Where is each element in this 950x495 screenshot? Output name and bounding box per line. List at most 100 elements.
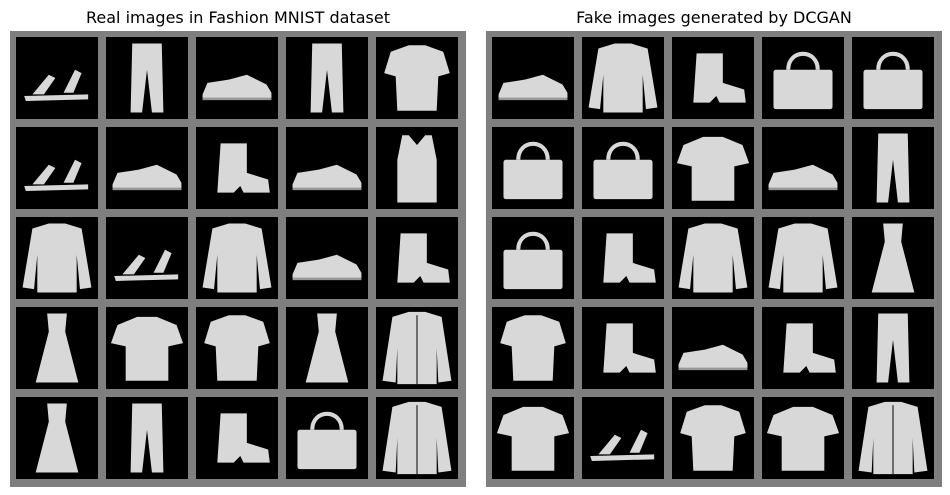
t-shirt-silhouette bbox=[496, 406, 570, 471]
image-tile-t-shirt bbox=[672, 127, 754, 209]
sneaker-silhouette bbox=[112, 164, 182, 191]
sneaker-silhouette bbox=[202, 74, 272, 101]
bag-silhouette bbox=[863, 51, 923, 110]
image-tile-coat bbox=[376, 397, 458, 479]
image-tile-pullover bbox=[582, 37, 664, 119]
image-tile-ankle-boot bbox=[672, 37, 754, 119]
image-tile-sandal bbox=[582, 397, 664, 479]
sneaker-silhouette bbox=[292, 254, 362, 281]
coat-silhouette bbox=[382, 311, 452, 385]
image-tile-t-shirt bbox=[106, 307, 188, 389]
shirt-silhouette bbox=[680, 405, 746, 471]
ankle-boot-silhouette bbox=[603, 233, 656, 283]
image-tile-ankle-boot bbox=[762, 307, 844, 389]
image-tile-ankle-boot bbox=[582, 217, 664, 299]
image-tile-trouser bbox=[286, 37, 368, 119]
top-silhouette bbox=[397, 135, 437, 203]
fake-image-grid bbox=[486, 31, 942, 487]
panel-title: Fake images generated by DCGAN bbox=[576, 8, 852, 27]
image-tile-trouser bbox=[852, 307, 934, 389]
image-tile-pullover bbox=[672, 217, 754, 299]
dress-silhouette bbox=[35, 313, 79, 383]
shirt-silhouette bbox=[500, 315, 566, 381]
image-tile-bag bbox=[762, 37, 844, 119]
image-tile-shirt bbox=[492, 307, 574, 389]
image-tile-ankle-boot bbox=[196, 127, 278, 209]
image-tile-shirt bbox=[376, 37, 458, 119]
pullover-silhouette bbox=[588, 43, 658, 113]
image-tile-sneaker bbox=[196, 37, 278, 119]
bag-silhouette bbox=[773, 51, 833, 110]
image-tile-sneaker bbox=[106, 127, 188, 209]
pullover-silhouette bbox=[678, 223, 748, 293]
pullover-silhouette bbox=[202, 223, 272, 293]
image-tile-trouser bbox=[106, 37, 188, 119]
t-shirt-silhouette bbox=[110, 316, 184, 381]
pullover-silhouette bbox=[22, 223, 92, 293]
image-tile-dress bbox=[852, 217, 934, 299]
image-tile-sneaker bbox=[672, 307, 754, 389]
sandal-silhouette bbox=[24, 159, 89, 191]
image-tile-sneaker bbox=[286, 127, 368, 209]
dress-silhouette bbox=[871, 223, 915, 293]
sneaker-silhouette bbox=[678, 344, 748, 371]
trouser-silhouette bbox=[876, 133, 910, 203]
sandal-silhouette bbox=[24, 69, 89, 101]
real-images-panel: Real images in Fashion MNIST dataset bbox=[10, 0, 466, 495]
image-tile-shirt bbox=[196, 307, 278, 389]
t-shirt-silhouette bbox=[766, 406, 840, 471]
image-tile-dress bbox=[16, 307, 98, 389]
bag-silhouette bbox=[503, 141, 563, 200]
image-tile-sandal bbox=[16, 127, 98, 209]
image-tile-dress bbox=[16, 397, 98, 479]
image-tile-ankle-boot bbox=[196, 397, 278, 479]
ankle-boot-silhouette bbox=[783, 323, 836, 373]
image-tile-bag bbox=[582, 127, 664, 209]
image-tile-bag bbox=[286, 397, 368, 479]
image-tile-coat bbox=[852, 397, 934, 479]
image-tile-shirt bbox=[672, 397, 754, 479]
image-tile-pullover bbox=[762, 217, 844, 299]
fake-images-panel: Fake images generated by DCGAN bbox=[486, 0, 942, 495]
bag-silhouette bbox=[593, 141, 653, 200]
image-tile-t-shirt bbox=[492, 397, 574, 479]
image-tile-sneaker bbox=[286, 217, 368, 299]
shirt-silhouette bbox=[204, 315, 270, 381]
image-tile-top bbox=[376, 127, 458, 209]
image-tile-bag bbox=[492, 217, 574, 299]
sneaker-silhouette bbox=[498, 74, 568, 101]
sandal-silhouette bbox=[114, 249, 179, 281]
image-tile-dress bbox=[286, 307, 368, 389]
image-tile-sandal bbox=[106, 217, 188, 299]
image-tile-ankle-boot bbox=[582, 307, 664, 389]
image-tile-pullover bbox=[16, 217, 98, 299]
image-tile-trouser bbox=[106, 397, 188, 479]
coat-silhouette bbox=[382, 401, 452, 475]
dress-silhouette bbox=[35, 403, 79, 473]
trouser-silhouette bbox=[310, 43, 344, 113]
image-tile-sneaker bbox=[762, 127, 844, 209]
image-tile-bag bbox=[492, 127, 574, 209]
trouser-silhouette bbox=[130, 43, 164, 113]
image-tile-sneaker bbox=[492, 37, 574, 119]
ankle-boot-silhouette bbox=[603, 323, 656, 373]
ankle-boot-silhouette bbox=[693, 53, 746, 103]
sneaker-silhouette bbox=[768, 164, 838, 191]
bag-silhouette bbox=[503, 231, 563, 290]
pullover-silhouette bbox=[768, 223, 838, 293]
image-tile-pullover bbox=[196, 217, 278, 299]
ankle-boot-silhouette bbox=[397, 233, 450, 283]
bag-silhouette bbox=[297, 411, 357, 470]
image-tile-trouser bbox=[852, 127, 934, 209]
ankle-boot-silhouette bbox=[217, 413, 270, 463]
image-tile-ankle-boot bbox=[376, 217, 458, 299]
sneaker-silhouette bbox=[292, 164, 362, 191]
sandal-silhouette bbox=[590, 429, 655, 461]
image-tile-coat bbox=[376, 307, 458, 389]
trouser-silhouette bbox=[130, 403, 164, 473]
t-shirt-silhouette bbox=[676, 136, 750, 201]
shirt-silhouette bbox=[384, 45, 450, 111]
coat-silhouette bbox=[858, 401, 928, 475]
panel-title: Real images in Fashion MNIST dataset bbox=[86, 8, 390, 27]
image-tile-t-shirt bbox=[762, 397, 844, 479]
